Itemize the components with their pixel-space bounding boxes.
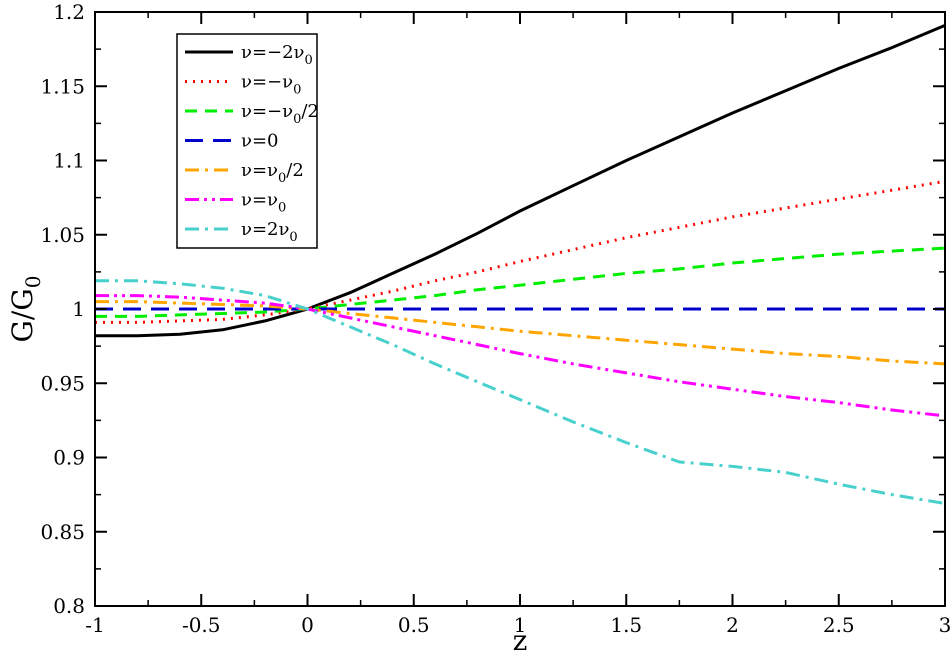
x-tick-label: -0.5 (182, 613, 221, 637)
series-3-legend-label: ν=−ν0/2 (241, 101, 319, 127)
legend-items: ν=−2ν0 ν=−ν0 ν=−ν0/2 ν=0 ν=ν0/2 ν=ν0 ν=2ν0 (185, 42, 319, 245)
y-axis-title: G/G0 (6, 276, 45, 343)
y-tick-label: 1.15 (40, 74, 85, 98)
x-axis-title: z (513, 624, 528, 656)
series-1-legend-label: ν=−2ν0 (241, 42, 313, 68)
series-6-line (95, 294, 946, 418)
y-tick-label: 1.2 (53, 0, 85, 24)
x-tick-label: 3 (939, 613, 952, 637)
series-7-legend-label: ν=2ν0 (241, 219, 298, 245)
y-tick-label: 1.1 (53, 149, 85, 173)
series-2-legend-label: ν=−ν0 (241, 72, 301, 98)
x-tick-label: 0 (301, 613, 314, 637)
legend: ν=−2ν0 ν=−ν0 ν=−ν0/2 ν=0 ν=ν0/2 ν=ν0 ν=2ν0 (176, 33, 319, 249)
series-7-line (95, 279, 946, 505)
x-tick-label: -1 (85, 613, 104, 637)
y-tick-label: 1 (72, 297, 85, 321)
x-tick-label: 2.5 (823, 613, 855, 637)
x-tick-label: 0.5 (398, 613, 430, 637)
series-5-legend-label: ν=ν0/2 (241, 160, 304, 186)
series-6-legend-label: ν=ν0 (241, 190, 286, 216)
series-3-line (95, 246, 946, 318)
x-tick-label: 1.5 (610, 613, 642, 637)
y-tick-label: 1.05 (40, 223, 85, 247)
y-tick-label: 0.8 (53, 594, 85, 618)
x-tick-label: 2 (726, 613, 739, 637)
series-4-legend-label: ν=0 (241, 131, 278, 152)
y-axis-title-main: G/G (6, 288, 39, 342)
series-5-line (95, 300, 946, 366)
y-tick-label: 0.9 (53, 446, 85, 470)
y-tick-label: 0.95 (40, 371, 85, 395)
series-layer (95, 24, 946, 505)
x-tick-label: 1 (514, 613, 527, 637)
y-axis-title-subscript: 0 (21, 276, 45, 289)
ticks-layer: -1 -0.5 0 0.5 1 1.5 2 2.5 3 0.8 0.85 0.9 0.95 1 1.05 1.… (40, 0, 951, 637)
series-1-line (95, 24, 946, 338)
y-tick-label: 0.85 (40, 520, 85, 544)
